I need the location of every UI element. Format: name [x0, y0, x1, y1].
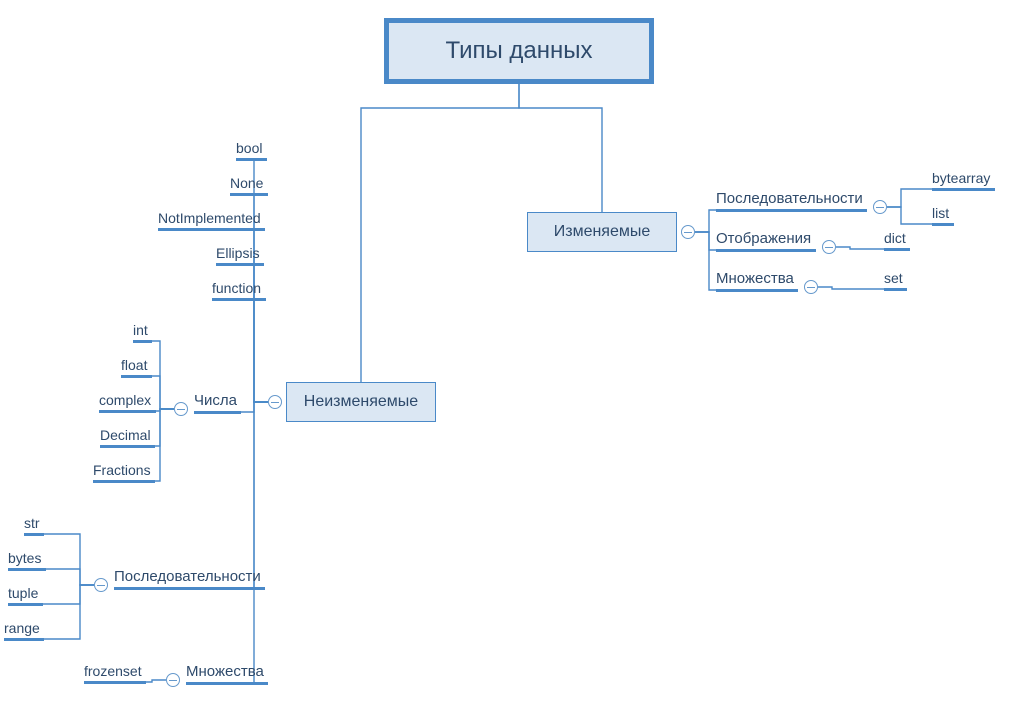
node-float[interactable]: float	[121, 357, 152, 378]
node-mutable[interactable]: Изменяемые	[527, 212, 677, 252]
node-bytearray[interactable]: bytearray	[932, 170, 995, 191]
node-frozenset[interactable]: frozenset	[84, 663, 146, 684]
node-msets[interactable]: Множества	[716, 270, 798, 292]
node-bool[interactable]: bool	[236, 140, 267, 161]
node-iseq[interactable]: Последовательности	[114, 568, 265, 590]
node-root[interactable]: Типы данных	[384, 18, 654, 84]
node-immutable[interactable]: Неизменяемые	[286, 382, 436, 422]
node-range[interactable]: range	[4, 620, 44, 641]
collapse-toggle-iseq[interactable]	[94, 578, 108, 592]
mindmap-canvas: { "type": "mindmap", "canvas": { "width"…	[0, 0, 1035, 724]
node-decimal[interactable]: Decimal	[100, 427, 155, 448]
node-int[interactable]: int	[133, 322, 152, 343]
node-none[interactable]: None	[230, 175, 268, 196]
node-numbers[interactable]: Числа	[194, 392, 241, 414]
node-dict[interactable]: dict	[884, 230, 910, 251]
node-isets[interactable]: Множества	[186, 663, 268, 685]
collapse-toggle-isets[interactable]	[166, 673, 180, 687]
collapse-toggle-numbers[interactable]	[174, 402, 188, 416]
collapse-toggle-mseq[interactable]	[873, 200, 887, 214]
node-bytes[interactable]: bytes	[8, 550, 46, 571]
edge-layer	[0, 0, 1035, 724]
node-function[interactable]: function	[212, 280, 266, 301]
node-notimpl[interactable]: NotImplemented	[158, 210, 265, 231]
node-fractions[interactable]: Fractions	[93, 462, 155, 483]
node-ellipsis[interactable]: Ellipsis	[216, 245, 264, 266]
node-str[interactable]: str	[24, 515, 44, 536]
node-complex[interactable]: complex	[99, 392, 156, 413]
collapse-toggle-immutable[interactable]	[268, 395, 282, 409]
collapse-toggle-msets[interactable]	[804, 280, 818, 294]
node-mseq[interactable]: Последовательности	[716, 190, 867, 212]
node-list[interactable]: list	[932, 205, 954, 226]
collapse-toggle-mmap[interactable]	[822, 240, 836, 254]
node-set[interactable]: set	[884, 270, 907, 291]
node-mmap[interactable]: Отображения	[716, 230, 816, 252]
node-tuple[interactable]: tuple	[8, 585, 43, 606]
collapse-toggle-mutable[interactable]	[681, 225, 695, 239]
